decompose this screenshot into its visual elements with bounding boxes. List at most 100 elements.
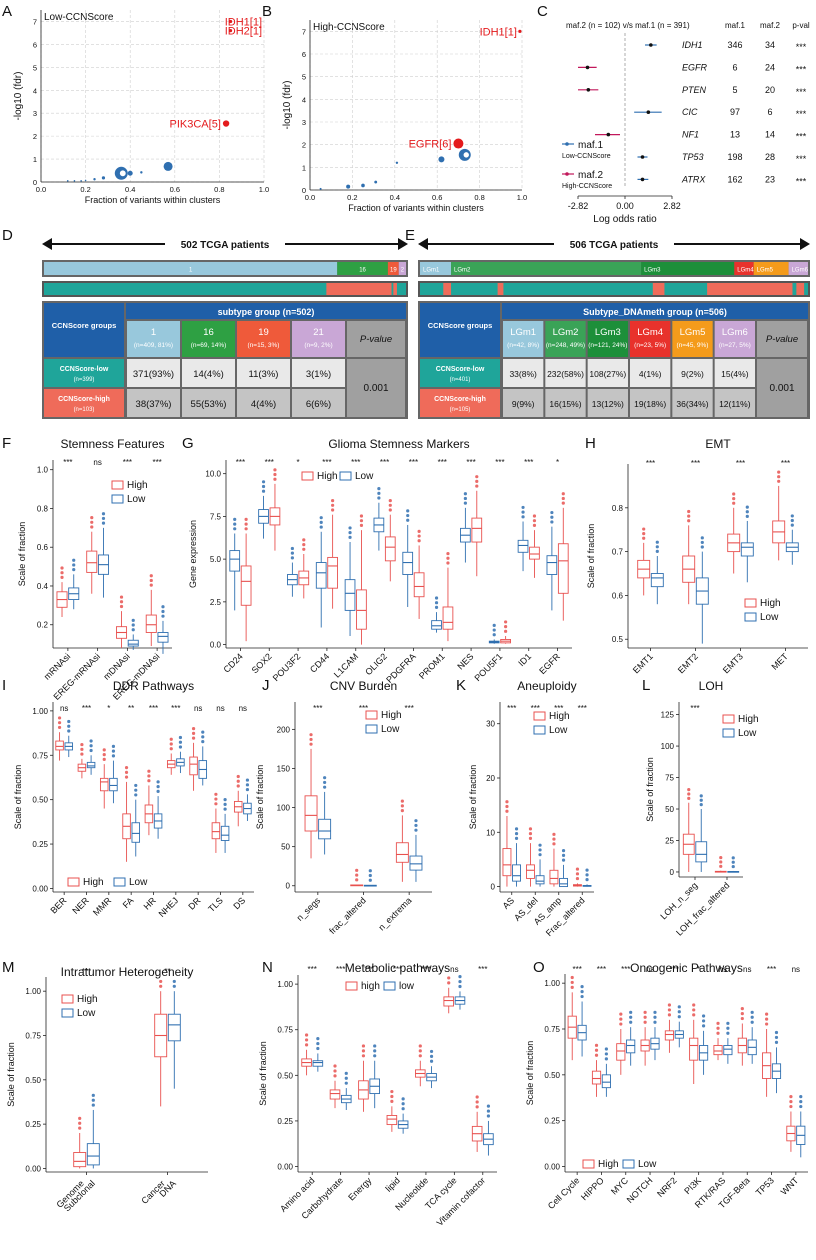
category-label: PI3K (682, 1175, 703, 1196)
outlier-point (538, 843, 542, 847)
legend-label-maf2: maf.2 (578, 170, 603, 181)
outlier-point (388, 503, 392, 507)
outlier-point (80, 752, 84, 756)
panel-letter: L (642, 677, 650, 694)
count-cell (292, 359, 345, 387)
subtype-count: (n=248, 49%) (546, 342, 585, 349)
outlier-point (244, 527, 248, 531)
y-tick-label: 1.00 (25, 987, 41, 996)
outlier-point (719, 864, 723, 868)
outlier-point (726, 1026, 730, 1030)
maf1-count: 13 (730, 130, 740, 140)
outlier-point (401, 1097, 405, 1101)
outlier-point (361, 1054, 366, 1058)
maf1-count: 198 (727, 152, 742, 162)
x-tick-label: 0.4 (390, 193, 400, 202)
y-axis-label: Gene expression (188, 520, 198, 588)
maf1-count: 346 (727, 40, 742, 50)
y-tick-label: 1.00 (32, 707, 48, 716)
box-body (650, 573, 664, 588)
outlier-point (699, 794, 703, 798)
box-high (86, 516, 98, 594)
outlier-point (101, 512, 106, 516)
outlier-point (446, 561, 450, 565)
outlier-point (72, 563, 76, 567)
box-high (56, 566, 68, 617)
y-tick-label: 25 (665, 836, 674, 845)
significance-label: ns (646, 965, 654, 974)
outlier-point (653, 1015, 657, 1019)
legend-label-high: High (127, 480, 148, 491)
box-low (397, 1097, 409, 1134)
outlier-point (223, 807, 227, 811)
y-tick-label: 0.7 (612, 548, 624, 557)
significance-label: ns (719, 965, 727, 974)
subtype-header-cell (127, 321, 180, 357)
outlier-point (373, 1049, 377, 1053)
box-high (573, 867, 582, 887)
outlier-point (580, 985, 584, 989)
outlier-point (740, 1016, 744, 1021)
category-label: POU5F1 (473, 651, 505, 683)
banner-arrowhead-right (800, 238, 810, 250)
box-low (340, 1071, 352, 1110)
outlier-point (667, 1003, 672, 1007)
outlier-point (319, 525, 323, 529)
outlier-point (799, 1100, 803, 1104)
pval-label: *** (796, 64, 807, 74)
legend-key-low (533, 725, 546, 735)
outlier-point (172, 979, 176, 984)
outlier-point (134, 788, 138, 792)
maf2-count: 28 (765, 152, 775, 162)
significance-label: *** (572, 965, 581, 974)
subtype-segment (734, 262, 754, 275)
y-tick-label: 50 (665, 805, 674, 814)
outlier-point (72, 568, 76, 572)
category-label: TLS (206, 895, 225, 914)
significance-label: *** (597, 965, 606, 974)
significance-label: *** (438, 458, 447, 467)
outlier-point (740, 1007, 744, 1011)
box-low (747, 1010, 757, 1064)
outlier-point (570, 985, 574, 989)
subtype-count: (n=23, 5%) (634, 342, 666, 349)
subtype-segment (398, 262, 406, 275)
y-tick-label: 0 (670, 868, 675, 877)
outlier-point (102, 748, 106, 752)
outlier-point (726, 1031, 730, 1035)
outlier-point (236, 784, 240, 788)
category-label: MET (769, 651, 790, 672)
panel-title: DDR Pathways (113, 679, 194, 693)
outlier-point (731, 860, 735, 864)
legend-label-high: High (738, 714, 759, 725)
legend-key-high (582, 1159, 595, 1169)
pval-label: *** (796, 176, 807, 186)
legend-label-high: High (381, 710, 402, 721)
box-low (402, 509, 414, 607)
outlier-point (67, 729, 71, 733)
category-label: BER (48, 895, 69, 916)
box-high (786, 1095, 796, 1152)
outlier-point (102, 753, 106, 757)
outlier-point (57, 716, 62, 720)
outlier-point (429, 1049, 434, 1054)
maf2-count: 6 (767, 107, 772, 117)
box-low (512, 827, 521, 887)
outlier-point (273, 468, 277, 472)
outlier-point (290, 556, 294, 560)
score-bar (42, 281, 408, 297)
outlier-point (169, 742, 173, 746)
y-tick-label: 200 (277, 725, 291, 734)
point-label: IDH1[1] (480, 26, 517, 38)
outlier-point (131, 628, 135, 632)
box-high (640, 1010, 650, 1066)
outlier-point (799, 1095, 803, 1099)
y-tick-label: 50 (281, 843, 290, 852)
box-low (723, 1021, 733, 1064)
legend-label-high: High (598, 1159, 619, 1170)
significance-label: *** (380, 458, 389, 467)
count-cell (292, 389, 345, 417)
outlier-point (119, 595, 124, 599)
outlier-point (505, 809, 509, 813)
